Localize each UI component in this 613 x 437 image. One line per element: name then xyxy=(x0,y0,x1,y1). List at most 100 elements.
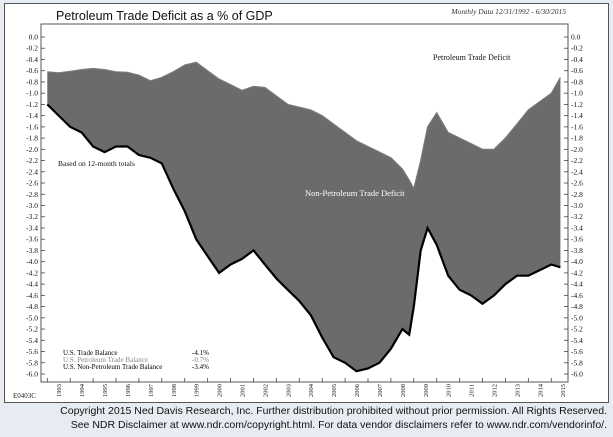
y-tick-label-left: -0.4 xyxy=(26,55,38,64)
total-trade-balance-line xyxy=(46,103,561,373)
y-tick-label-left: -4.2 xyxy=(26,268,38,277)
y-tick-label-left: -2.4 xyxy=(26,167,38,176)
y-tick-label-right: -1.2 xyxy=(571,100,583,109)
x-tick-label: 1993 xyxy=(56,384,63,397)
y-tick-label-right: -4.0 xyxy=(571,257,583,266)
y-tick-label-left: -6.0 xyxy=(26,370,38,379)
y-tick-label-right: -0.2 xyxy=(571,44,583,53)
x-tick-label: 2009 xyxy=(423,384,430,397)
x-tick-label: 2001 xyxy=(240,384,247,397)
y-tick-label-right: -3.4 xyxy=(571,223,583,232)
y-tick-label-right: -0.8 xyxy=(571,77,583,86)
area-layer xyxy=(47,62,561,372)
y-tick-label-right: -3.6 xyxy=(571,235,583,244)
x-axis: 1993 1994 1995 1996 1997 1998 1999 2000 2001 2002… xyxy=(46,378,567,397)
y-tick-label-right: -5.2 xyxy=(571,325,583,334)
y-tick-label-left: -2.8 xyxy=(26,190,38,199)
y-tick-label-right: -1.0 xyxy=(571,89,583,98)
y-tick-label-right: -1.8 xyxy=(571,134,583,143)
copyright-line-2: See NDR Disclaimer at www.ndr.com/copyri… xyxy=(70,419,607,431)
legend-label-total: U.S. Trade Balance xyxy=(63,349,117,357)
x-tick-label: 2000 xyxy=(217,384,224,397)
y-tick-label-right: 0.0 xyxy=(571,33,581,42)
y-tick-label-right: -4.4 xyxy=(571,280,583,289)
y-tick-label-left: -2.0 xyxy=(26,145,38,154)
y-tick-label-right: -0.4 xyxy=(571,55,583,64)
y-tick-label-left: -4.6 xyxy=(26,291,38,300)
x-tick-label: 2013 xyxy=(514,384,521,397)
x-tick-label: 2004 xyxy=(308,383,315,397)
y-tick-label-left: -4.0 xyxy=(26,257,38,266)
y-tick-label-left: -2.2 xyxy=(26,156,38,165)
y-tick-label-right: -5.0 xyxy=(571,313,583,322)
y-tick-label-left: -5.2 xyxy=(26,325,38,334)
y-tick-label-left: -3.6 xyxy=(26,235,38,244)
x-tick-label: 1998 xyxy=(171,384,178,397)
y-tick-label-right: -3.2 xyxy=(571,212,583,221)
y-tick-label-left: -4.8 xyxy=(26,302,38,311)
chart-frame: Petroleum Trade Deficit as a % of GDP Mo… xyxy=(4,3,609,403)
y-tick-label-left: -0.2 xyxy=(26,44,38,53)
y-tick-label-right: -2.8 xyxy=(571,190,583,199)
y-tick-label-left: -3.2 xyxy=(26,212,38,221)
y-tick-label-right: -2.6 xyxy=(571,179,583,188)
y-axis-left: 0.0 -0.2 -0.4 -0.6 -0.8 -1.0 -1.2 -1.4 -1.6 -1.8 -… xyxy=(26,33,45,379)
chart-code: E0403C xyxy=(13,392,36,400)
y-tick-label-right: -4.6 xyxy=(571,291,583,300)
x-tick-label: 1999 xyxy=(194,384,201,397)
x-tick-label: 2008 xyxy=(400,384,407,397)
x-tick-label: 2014 xyxy=(537,383,544,397)
chart-title: Petroleum Trade Deficit as a % of GDP xyxy=(56,9,273,23)
y-tick-label-left: -1.6 xyxy=(26,122,38,131)
legend: U.S. Trade Balance -4.1% U.S. Petroleum … xyxy=(63,349,209,371)
x-tick-label: 2011 xyxy=(469,384,476,397)
y-tick-label-left: -1.0 xyxy=(26,89,38,98)
y-tick-label-left: -5.0 xyxy=(26,313,38,322)
y-tick-label-right: -4.2 xyxy=(571,268,583,277)
y-tick-label-left: -0.8 xyxy=(26,77,38,86)
y-tick-label-right: -3.0 xyxy=(571,201,583,210)
y-tick-label-right: -5.8 xyxy=(571,358,583,367)
x-tick-label: 1996 xyxy=(125,383,132,397)
y-tick-label-left: -5.8 xyxy=(26,358,38,367)
y-tick-label-left: 0.0 xyxy=(29,33,39,42)
non-petroleum-area-label: Non-Petroleum Trade Deficit xyxy=(305,188,405,198)
chart-svg: Petroleum Trade Deficit as a % of GDP Mo… xyxy=(13,7,583,400)
x-tick-label: 2003 xyxy=(285,384,292,397)
x-tick-label: 1994 xyxy=(79,383,86,397)
y-tick-label-right: -1.6 xyxy=(571,122,583,131)
y-tick-label-right: -3.8 xyxy=(571,246,583,255)
y-tick-label-left: -0.6 xyxy=(26,66,38,75)
y-tick-label-left: -3.8 xyxy=(26,246,38,255)
petroleum-area-label: Petroleum Trade Deficit xyxy=(433,53,511,62)
x-tick-label: 2002 xyxy=(262,384,269,397)
y-tick-label-left: -1.2 xyxy=(26,100,38,109)
x-tick-label: 2015 xyxy=(560,384,567,397)
y-tick-label-right: -2.0 xyxy=(571,145,583,154)
y-tick-label-right: -2.4 xyxy=(571,167,583,176)
y-tick-label-right: -0.6 xyxy=(571,66,583,75)
y-tick-label-right: -5.6 xyxy=(571,347,583,356)
x-tick-label: 1995 xyxy=(102,384,109,397)
y-tick-label-left: -1.4 xyxy=(26,111,38,120)
legend-value-total: -4.1% xyxy=(192,349,209,357)
line-layer xyxy=(46,61,561,373)
y-tick-label-left: -5.4 xyxy=(26,336,38,345)
x-tick-label: 2010 xyxy=(446,384,453,397)
y-tick-label-right: -1.4 xyxy=(571,111,583,120)
x-tick-label: 1997 xyxy=(148,383,155,397)
y-tick-label-left: -3.4 xyxy=(26,223,38,232)
legend-label-petroleum: U.S. Petroleum Trade Balance xyxy=(63,356,148,364)
y-tick-label-left: -5.6 xyxy=(26,347,38,356)
chart-subtitle: Monthly Data 12/31/1992 - 6/30/2015 xyxy=(450,7,566,16)
copyright-line-1: Copyright 2015 Ned Davis Research, Inc. … xyxy=(60,405,607,417)
x-tick-label: 2005 xyxy=(331,384,338,397)
legend-label-non-petroleum: U.S. Non-Petroleum Trade Balance xyxy=(63,363,162,371)
legend-value-petroleum: -0.7% xyxy=(192,356,209,364)
petroleum-balance-line xyxy=(47,61,561,191)
x-tick-label: 2007 xyxy=(377,383,384,397)
y-tick-label-left: -3.0 xyxy=(26,201,38,210)
non-petroleum-deficit-area xyxy=(47,62,561,372)
y-tick-label-right: -6.0 xyxy=(571,370,583,379)
legend-value-non-petroleum: -3.4% xyxy=(192,363,209,371)
